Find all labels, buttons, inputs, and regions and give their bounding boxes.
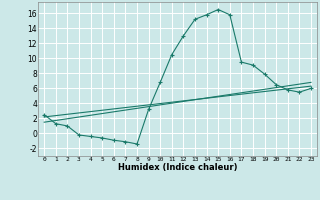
X-axis label: Humidex (Indice chaleur): Humidex (Indice chaleur) [118,163,237,172]
